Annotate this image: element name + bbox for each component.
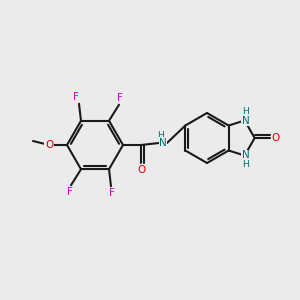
Text: N: N [159,138,167,148]
Text: N: N [242,116,250,125]
Text: O: O [138,165,146,175]
Text: H: H [157,130,164,140]
Text: F: F [109,188,115,198]
Text: O: O [45,140,53,150]
Text: H: H [242,160,249,169]
Text: F: F [117,93,123,103]
Text: O: O [272,133,280,143]
Text: F: F [67,187,73,197]
Text: F: F [73,92,79,102]
Text: N: N [242,151,250,160]
Text: H: H [242,107,249,116]
